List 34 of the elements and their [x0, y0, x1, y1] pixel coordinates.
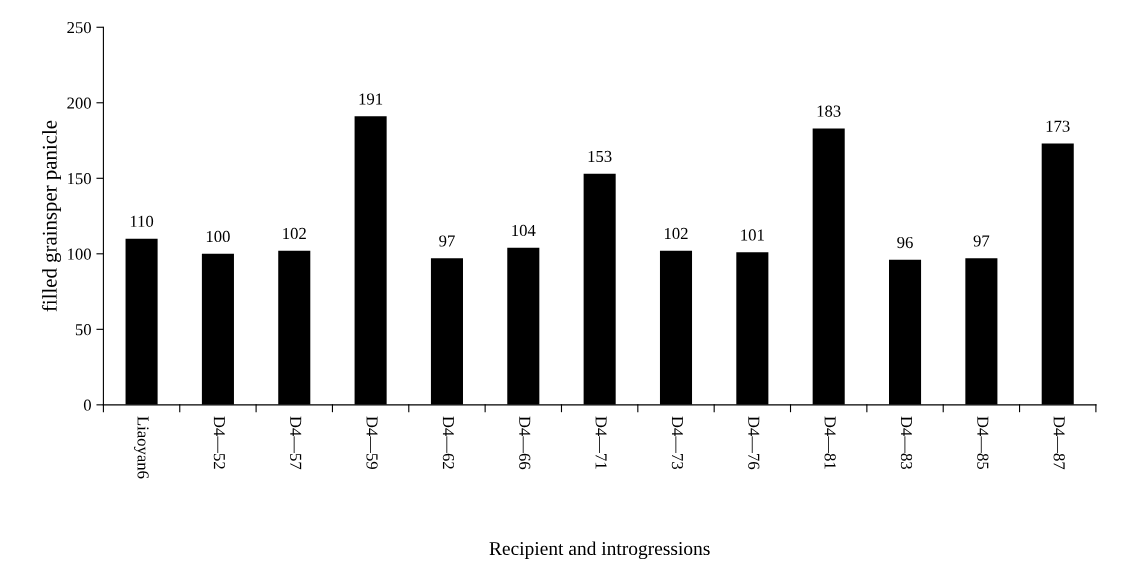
- y-tick-label: 200: [67, 97, 91, 109]
- y-tick-label: 150: [68, 172, 91, 185]
- data-label: 97: [439, 235, 455, 247]
- x-axis-title: Recipient and introgressions: [489, 541, 710, 560]
- x-tick-label: D4—66: [519, 416, 531, 470]
- x-tick-label: D4—59: [366, 416, 378, 469]
- data-label: 97: [973, 235, 990, 247]
- y-tick-label: 100: [68, 248, 91, 260]
- x-tick-label: D4—52: [213, 416, 225, 469]
- data-label: 153: [588, 150, 612, 163]
- x-tick-label: D4—62: [442, 416, 454, 469]
- x-tick-label: D4—73: [671, 416, 684, 469]
- data-label: 173: [1046, 120, 1070, 132]
- x-tick-label: D4—87: [1053, 416, 1065, 470]
- data-label: 104: [512, 224, 536, 237]
- data-label: 102: [283, 227, 306, 240]
- data-label: 101: [741, 229, 764, 241]
- data-label: 183: [817, 105, 841, 117]
- y-tick-label: 0: [83, 399, 91, 411]
- x-tick-label: D4—71: [595, 416, 607, 469]
- data-label: 191: [359, 93, 383, 105]
- y-tick-label: 250: [67, 21, 91, 34]
- data-label: 96: [897, 236, 913, 249]
- x-tick-label: D4—57: [290, 416, 302, 470]
- data-label: 100: [206, 230, 230, 243]
- x-tick-label: D4—85: [977, 416, 989, 469]
- data-label: 102: [664, 227, 688, 240]
- x-tick-label: Liaoyan6: [134, 416, 149, 479]
- data-label: 110: [130, 215, 154, 227]
- x-tick-label: D4—81: [824, 416, 836, 469]
- y-axis-title: filled grainsper panicle: [41, 120, 62, 312]
- x-tick-label: D4—76: [748, 416, 760, 470]
- y-tick-label: 50: [75, 324, 91, 336]
- x-tick-label: D4—83: [900, 416, 913, 469]
